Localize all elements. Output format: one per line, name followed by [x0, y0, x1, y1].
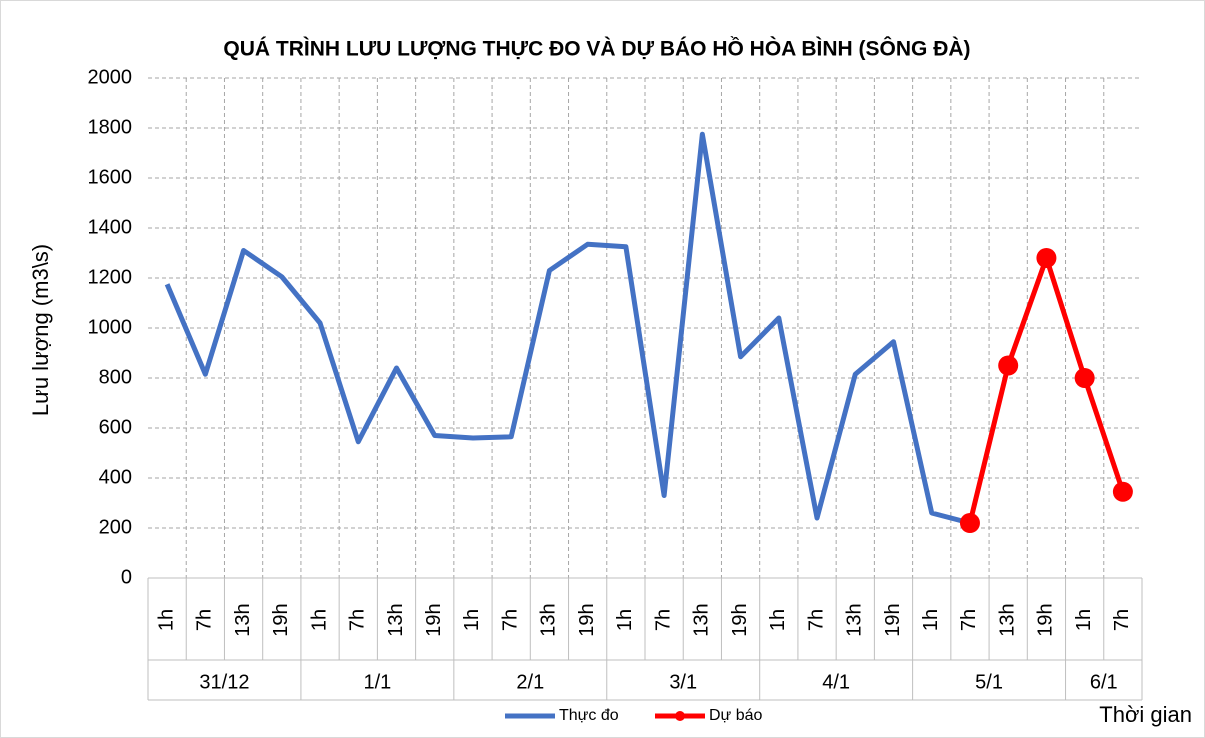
legend-label: Thực đo [559, 707, 619, 724]
x-tick-label: 13h [691, 603, 713, 636]
y-tick-label: 1600 [88, 166, 133, 188]
y-tick-label: 600 [99, 416, 132, 438]
legend-label: Dự báo [709, 707, 763, 724]
x-tick-label: 1h [308, 609, 330, 631]
y-tick-label: 400 [99, 466, 132, 488]
chart-title: QUÁ TRÌNH LƯU LƯỢNG THỰC ĐO VÀ DỰ BÁO HỒ… [223, 37, 970, 61]
x-tick-label: 1h [920, 609, 942, 631]
x-tick-label: 7h [805, 609, 827, 631]
x-tick-label: 7h [194, 609, 216, 631]
y-tick-label: 0 [121, 566, 132, 588]
x-tick-label: 7h [958, 609, 980, 631]
point [1074, 368, 1095, 388]
point [1036, 248, 1057, 268]
x-tick-label: 7h [347, 609, 369, 631]
group-label: 5/1 [975, 671, 1003, 693]
x-tick-label: 7h [652, 609, 674, 631]
x-tick-label: 19h [729, 603, 751, 636]
point [998, 355, 1019, 376]
y-tick-label: 1400 [88, 216, 133, 238]
group-label: 4/1 [822, 671, 850, 693]
x-tick-label: 1h [767, 609, 789, 631]
group-label: 31/12 [199, 671, 249, 693]
point [959, 513, 980, 533]
x-tick-label: 19h [576, 603, 598, 636]
y-tick-label: 2000 [88, 66, 133, 88]
x-tick-label: 19h [882, 603, 904, 636]
group-label: 1/1 [363, 671, 391, 693]
legend-marker [675, 711, 685, 721]
group-label: 3/1 [669, 671, 697, 693]
y-tick-label: 800 [99, 366, 132, 388]
x-tick-label: 13h [538, 603, 560, 636]
x-axis-title: Thời gian [1099, 702, 1192, 727]
point [1112, 481, 1133, 502]
y-axis-title: Lưu lượng (m3\s) [28, 244, 53, 416]
group-label: 2/1 [516, 671, 544, 693]
x-tick-label: 7h [1111, 609, 1133, 631]
x-tick-label: 13h [844, 603, 866, 636]
group-label: 6/1 [1090, 671, 1118, 693]
x-tick-label: 1h [461, 609, 483, 631]
series-line [164, 131, 971, 526]
y-tick-label: 1000 [88, 316, 133, 338]
x-tick-label: 19h [423, 603, 445, 636]
y-tick-label: 1200 [88, 266, 133, 288]
x-tick-label: 19h [270, 603, 292, 636]
y-tick-label: 1800 [88, 116, 133, 138]
x-tick-label: 1h [155, 609, 177, 631]
x-tick-label: 13h [996, 603, 1018, 636]
x-tick-label: 13h [385, 603, 407, 636]
x-tick-label: 1h [614, 609, 636, 631]
x-tick-label: 7h [499, 609, 521, 631]
x-tick-label: 13h [232, 603, 254, 636]
x-tick-label: 1h [1073, 609, 1095, 631]
x-tick-label: 19h [1035, 603, 1057, 636]
y-tick-label: 200 [99, 516, 132, 538]
